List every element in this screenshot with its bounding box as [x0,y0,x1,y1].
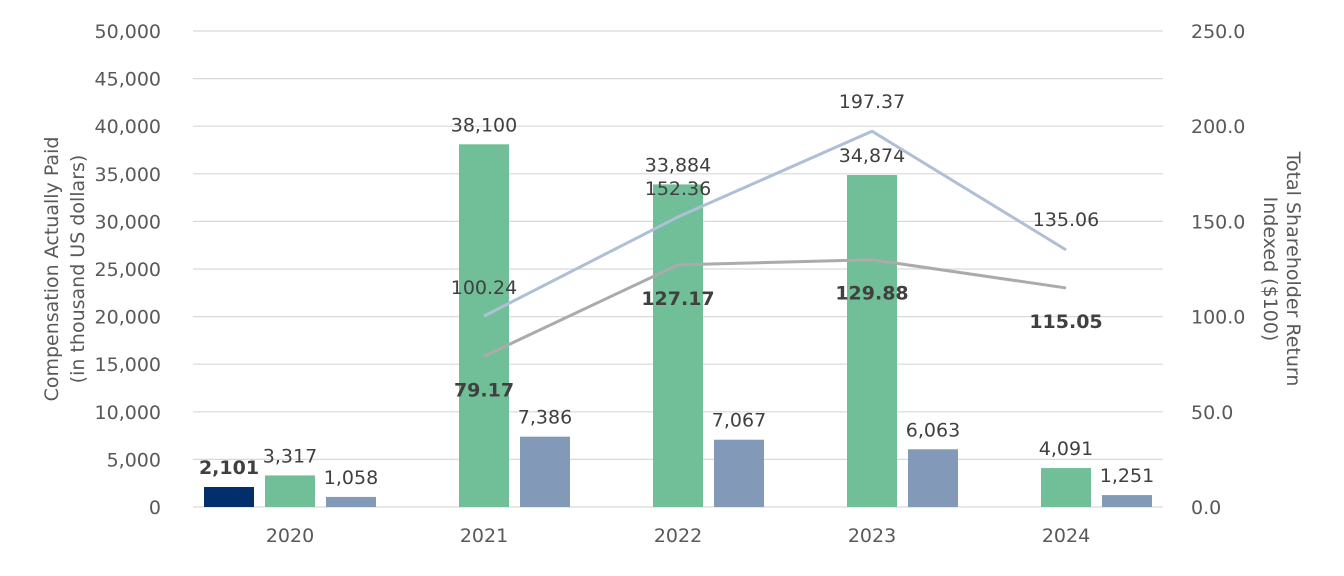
bar-data-label: 1,058 [324,467,378,489]
line-data-label: 127.17 [641,288,714,310]
y-left-axis-title-line1: Compensation Actually Paid [41,137,63,402]
bar [908,449,958,507]
bar [1102,495,1152,507]
y-right-tick-label: 150.0 [1191,211,1245,233]
line-data-label: 79.17 [454,379,514,401]
bar-data-label: 6,063 [906,419,960,441]
y-right-tick-label: 200.0 [1191,116,1245,138]
y-left-tick-label: 20,000 [95,307,161,329]
bar [520,436,570,507]
y-right-tick-label: 250.0 [1191,21,1245,43]
tsr-line [483,129,1067,318]
line-data-label: 197.37 [839,91,905,113]
line-data-label: 129.88 [835,283,908,305]
y-left-tick-label: 30,000 [95,211,161,233]
y-left-tick-label: 0 [149,497,161,519]
y-right-axis-title-line2: Indexed ($100) [1259,197,1281,342]
bar-data-label: 34,874 [839,145,905,167]
line-data-label: 100.24 [451,277,517,299]
y-left-tick-label: 35,000 [95,164,161,186]
bar [326,496,376,507]
x-tick-label: 2022 [654,525,702,547]
bar [265,475,315,507]
bar-data-label: 3,317 [263,445,317,467]
bar [847,174,897,508]
bar [459,144,509,507]
bar-data-label: 4,091 [1039,438,1093,460]
line-data-label: 135.06 [1033,209,1099,231]
bar-data-label: 1,251 [1100,465,1154,487]
y-left-tick-label: 40,000 [95,116,161,138]
line-data-label: 115.05 [1029,311,1102,333]
y-left-tick-label: 15,000 [95,354,161,376]
y-left-axis-title-line2: (in thousand US dollars) [67,155,89,384]
line-data-label: 152.36 [645,178,711,200]
bar-data-label: 38,100 [451,114,517,136]
bar-data-label: 33,884 [645,154,711,176]
bar [714,439,764,507]
y-left-tick-label: 5,000 [107,449,161,471]
bar [653,184,703,507]
bar-data-label: 2,101 [199,457,259,479]
y-right-axis-title-line1: Total Shareholder Return [1282,151,1304,387]
y-right-tick-label: 0.0 [1191,497,1221,519]
y-left-tick-label: 45,000 [95,69,161,91]
bar [1041,468,1091,507]
x-tick-label: 2024 [1042,525,1090,547]
x-tick-label: 2023 [848,525,896,547]
x-tick-label: 2021 [460,525,508,547]
tsr-line [483,258,1067,358]
y-right-tick-label: 50.0 [1191,402,1233,424]
x-tick-label: 2020 [266,525,314,547]
y-left-tick-label: 25,000 [95,259,161,281]
y-left-tick-label: 50,000 [95,21,161,43]
y-right-tick-label: 100.0 [1191,307,1245,329]
bar-data-label: 7,386 [518,407,572,429]
bar [204,486,254,507]
y-left-tick-label: 10,000 [95,402,161,424]
bar-data-label: 7,067 [712,410,766,432]
